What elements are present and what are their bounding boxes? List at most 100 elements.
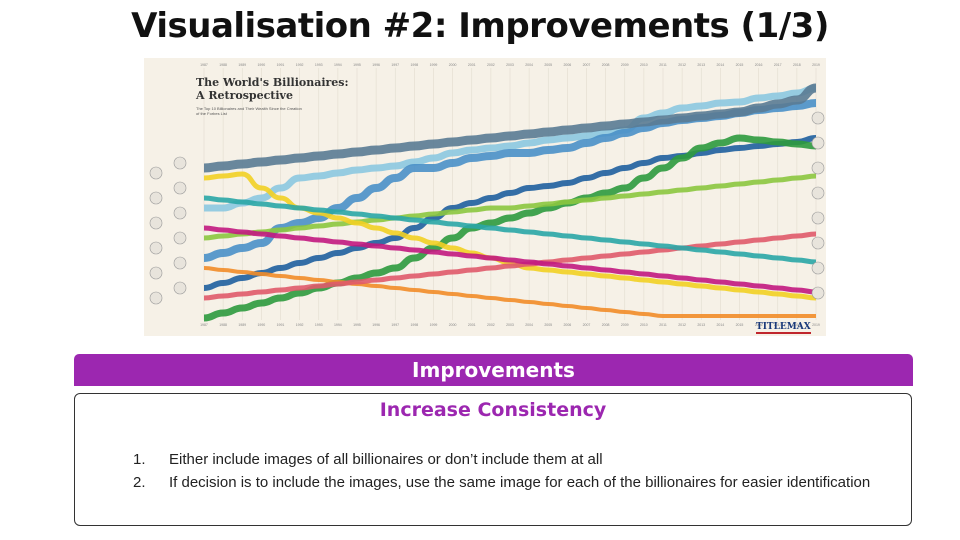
year-label-top: 1988 [219, 63, 227, 67]
year-label-bottom: 1999 [430, 323, 438, 327]
portrait-icon [811, 186, 825, 200]
year-label-top: 2014 [716, 63, 724, 67]
improvement-number: 1. [133, 451, 146, 468]
year-label-top: 2015 [736, 63, 744, 67]
infographic-title: The World's Billionaires: A Retrospectiv… [196, 76, 349, 102]
year-label-top: 2003 [506, 63, 514, 67]
portrait-icon [149, 166, 163, 180]
portrait-icon [811, 136, 825, 150]
titlemax-logo: TITLEMAX [756, 322, 811, 334]
year-label-top: 2006 [563, 63, 571, 67]
year-label-bottom: 1992 [296, 323, 304, 327]
improvements-heading: Increase Consistency [379, 399, 607, 421]
portrait-icon [173, 156, 187, 170]
year-label-bottom: 1998 [410, 323, 418, 327]
year-label-bottom: 1989 [238, 323, 246, 327]
year-label-top: 1991 [277, 63, 285, 67]
year-label-bottom: 2015 [736, 323, 744, 327]
year-label-bottom: 2016 [755, 323, 763, 327]
year-label-top: 2009 [621, 63, 629, 67]
year-label-bottom: 2009 [621, 323, 629, 327]
year-label-top: 1994 [334, 63, 342, 67]
year-label-bottom: 2010 [640, 323, 648, 327]
improvements-list: 1. Either include images of all billiona… [133, 448, 873, 494]
billionaire-wealth-stream [203, 84, 817, 212]
infographic-title-line1: The World's Billionaires: [196, 76, 349, 89]
improvement-number: 2. [133, 474, 146, 491]
year-label-top: 1993 [315, 63, 323, 67]
year-label-top: 1987 [200, 63, 208, 67]
portrait-icon [811, 261, 825, 275]
year-label-top: 2000 [449, 63, 457, 67]
year-label-top: 1989 [238, 63, 246, 67]
portrait-icon [173, 281, 187, 295]
year-label-bottom: 2008 [602, 323, 610, 327]
slide-title: Visualisation #2: Improvements (1/3) [131, 6, 829, 46]
portrait-icon [149, 216, 163, 230]
year-label-bottom: 1995 [353, 323, 361, 327]
year-label-top: 2002 [487, 63, 495, 67]
billionaire-wealth-stream [203, 135, 817, 291]
year-label-bottom: 2012 [678, 323, 686, 327]
year-label-bottom: 2017 [774, 323, 782, 327]
year-label-top: 2004 [525, 63, 533, 67]
billionaires-infographic: 1987 1987 1988 1988 1989 1989 1990 1990 1991 1991… [144, 58, 826, 336]
year-label-bottom: 2004 [525, 323, 533, 327]
portrait-icon [173, 231, 187, 245]
year-label-bottom: 2005 [544, 323, 552, 327]
year-label-bottom: 1991 [277, 323, 285, 327]
year-label-top: 2010 [640, 63, 648, 67]
portrait-icon [811, 236, 825, 250]
year-label-bottom: 2014 [716, 323, 724, 327]
portrait-icon [149, 191, 163, 205]
year-label-bottom: 2019 [812, 323, 820, 327]
portrait-icon [149, 291, 163, 305]
year-label-bottom: 2018 [793, 323, 801, 327]
year-label-top: 2016 [755, 63, 763, 67]
year-label-top: 1998 [410, 63, 418, 67]
year-label-bottom: 2006 [563, 323, 571, 327]
billionaire-wealth-stream [203, 231, 817, 301]
year-label-bottom: 1990 [257, 323, 265, 327]
portrait-icon [173, 206, 187, 220]
infographic-subtitle: The Top 10 Billionaires and Their Wealth… [196, 106, 302, 116]
year-label-bottom: 1987 [200, 323, 208, 327]
year-label-top: 2011 [659, 63, 667, 67]
year-label-bottom: 2000 [449, 323, 457, 327]
year-label-bottom: 2003 [506, 323, 514, 327]
year-label-top: 1997 [391, 63, 399, 67]
year-label-bottom: 1993 [315, 323, 323, 327]
infographic-title-line2: A Retrospective [196, 89, 293, 102]
year-label-bottom: 1996 [372, 323, 380, 327]
billionaire-wealth-stream [203, 195, 817, 265]
year-label-top: 1990 [257, 63, 265, 67]
year-label-top: 2012 [678, 63, 686, 67]
improvements-box: Increase Consistency 1. Either include i… [74, 393, 912, 526]
portrait-icon [811, 161, 825, 175]
portrait-icon [173, 256, 187, 270]
improvement-text: Either include images of all billionaire… [169, 451, 603, 468]
year-label-top: 1992 [296, 63, 304, 67]
year-label-top: 1999 [430, 63, 438, 67]
year-label-top: 2013 [697, 63, 705, 67]
year-label-bottom: 2011 [659, 323, 667, 327]
portrait-icon [149, 266, 163, 280]
billionaire-wealth-stream [203, 173, 817, 241]
billionaire-wealth-stream [203, 134, 817, 322]
year-label-top: 2008 [602, 63, 610, 67]
improvement-item: 1. Either include images of all billiona… [133, 448, 873, 471]
portrait-icon [149, 241, 163, 255]
portrait-icon [173, 181, 187, 195]
year-label-bottom: 2013 [697, 323, 705, 327]
infographic-canvas: 1987 1987 1988 1988 1989 1989 1990 1990 1991 1991… [149, 63, 825, 327]
year-label-top: 2017 [774, 63, 782, 67]
year-label-bottom: 1988 [219, 323, 227, 327]
year-label-top: 2019 [812, 63, 820, 67]
billionaire-wealth-stream [203, 225, 817, 295]
year-label-top: 2001 [468, 63, 476, 67]
year-label-bottom: 1994 [334, 323, 342, 327]
year-label-top: 2018 [793, 63, 801, 67]
portrait-icon [811, 211, 825, 225]
improvements-header: Improvements [74, 354, 913, 386]
portrait-icon [811, 286, 825, 300]
